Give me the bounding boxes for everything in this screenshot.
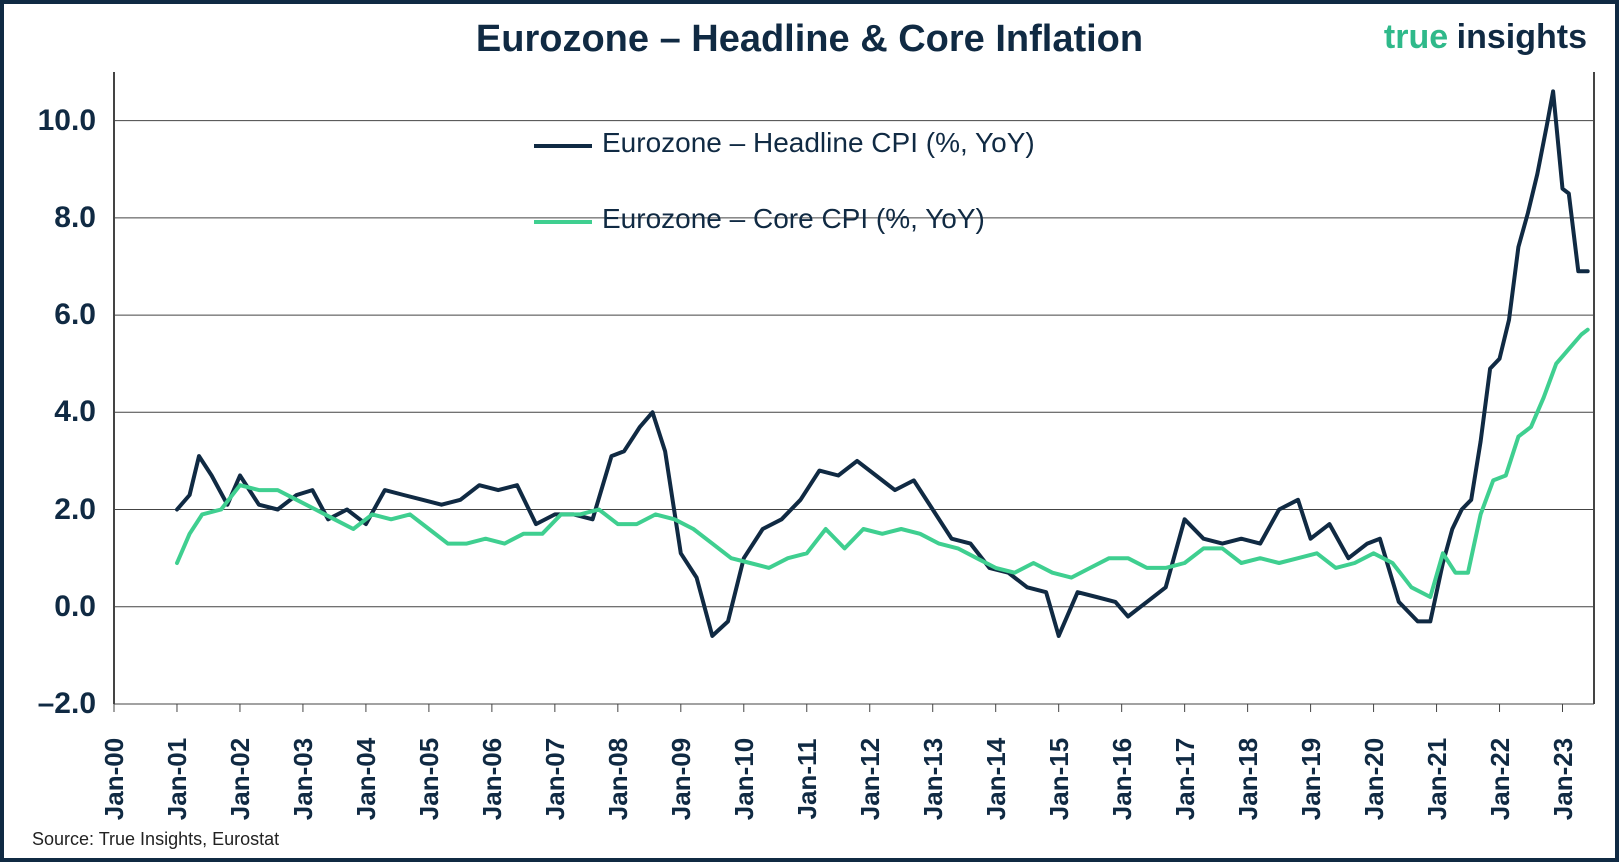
series-core-cpi xyxy=(177,330,1588,597)
ytick-label: 2.0 xyxy=(4,493,96,527)
xtick-label: Jan-23 xyxy=(1548,714,1578,844)
xtick-label: Jan-04 xyxy=(351,714,381,844)
xtick-label: Jan-01 xyxy=(162,714,192,844)
legend-label-core: Eurozone – Core CPI (%, YoY) xyxy=(602,203,985,235)
xtick-label: Jan-03 xyxy=(288,714,318,844)
xtick-label: Jan-02 xyxy=(225,714,255,844)
ytick-label: 0.0 xyxy=(4,590,96,624)
xtick-label: Jan-17 xyxy=(1170,714,1200,844)
ytick-label: 4.0 xyxy=(4,395,96,429)
xtick-label: Jan-15 xyxy=(1044,714,1074,844)
legend-label-headline: Eurozone – Headline CPI (%, YoY) xyxy=(602,127,1035,159)
xtick-label: Jan-11 xyxy=(792,714,822,844)
xtick-label: Jan-22 xyxy=(1485,714,1515,844)
xtick-label: Jan-08 xyxy=(603,714,633,844)
xtick-label: Jan-21 xyxy=(1422,714,1452,844)
ytick-label: 8.0 xyxy=(4,201,96,235)
xtick-label: Jan-10 xyxy=(729,714,759,844)
xtick-label: Jan-20 xyxy=(1359,714,1389,844)
source-text: Source: True Insights, Eurostat xyxy=(32,829,279,850)
xtick-label: Jan-19 xyxy=(1296,714,1326,844)
xtick-label: Jan-06 xyxy=(477,714,507,844)
legend-swatch-headline xyxy=(534,144,592,148)
xtick-label: Jan-09 xyxy=(666,714,696,844)
xtick-label: Jan-18 xyxy=(1233,714,1263,844)
xtick-label: Jan-00 xyxy=(99,714,129,844)
xtick-label: Jan-14 xyxy=(981,714,1011,844)
ytick-label: 6.0 xyxy=(4,298,96,332)
xtick-label: Jan-16 xyxy=(1107,714,1137,844)
chart-frame: Eurozone – Headline & Core Inflationtrue… xyxy=(0,0,1619,862)
legend-swatch-core xyxy=(534,220,592,224)
ytick-label: –2.0 xyxy=(4,687,96,721)
xtick-label: Jan-12 xyxy=(855,714,885,844)
xtick-label: Jan-07 xyxy=(540,714,570,844)
ytick-label: 10.0 xyxy=(4,104,96,138)
xtick-label: Jan-05 xyxy=(414,714,444,844)
xtick-label: Jan-13 xyxy=(918,714,948,844)
